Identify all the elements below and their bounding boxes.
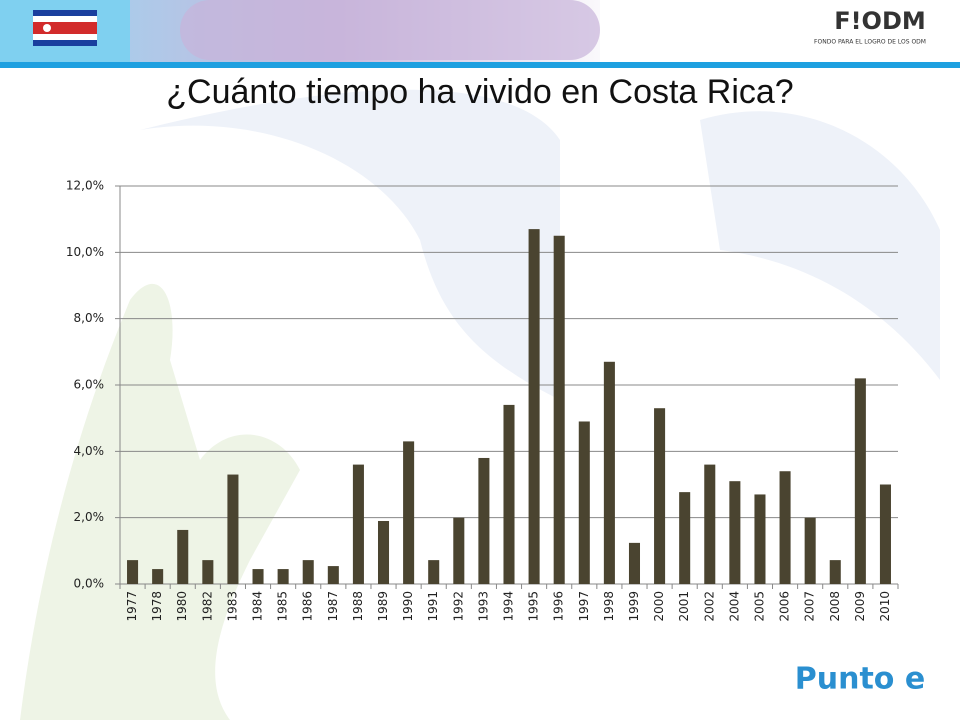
- x-tick-label: 2000: [652, 591, 666, 622]
- bar: [679, 492, 691, 584]
- bar: [729, 481, 741, 584]
- x-tick-label: 1986: [301, 591, 315, 622]
- bar: [202, 560, 214, 584]
- x-tick-label: 2004: [727, 591, 741, 622]
- bar: [127, 560, 139, 584]
- bar: [503, 404, 515, 584]
- y-tick-label: 6,0%: [74, 378, 105, 392]
- flag: [33, 10, 97, 46]
- chart-title: ¿Cuánto tiempo ha vivido en Costa Rica?: [166, 73, 793, 111]
- bar: [804, 517, 816, 584]
- logo: F!ODM: [834, 7, 926, 35]
- x-tick-label: 1980: [175, 591, 189, 622]
- y-tick-label: 8,0%: [74, 311, 105, 325]
- bar: [578, 421, 590, 584]
- logo-subtitle: FONDO PARA EL LOGRO DE LOS ODM: [814, 39, 926, 46]
- x-tick-label: 2005: [752, 591, 766, 622]
- x-tick-label: 2006: [778, 591, 792, 622]
- bar: [302, 560, 314, 584]
- x-tick-label: 1996: [552, 591, 566, 622]
- x-tick-label: 1992: [451, 591, 465, 622]
- bar: [829, 560, 841, 584]
- x-tick-label: 2009: [853, 591, 867, 622]
- x-tick-label: 2002: [702, 591, 716, 622]
- bar: [603, 361, 615, 584]
- x-tick-label: 1999: [627, 591, 641, 622]
- bar: [453, 517, 465, 584]
- x-tick-label: 1995: [527, 591, 541, 622]
- x-tick-label: 1987: [326, 591, 340, 622]
- x-tick-label: 1982: [200, 591, 214, 622]
- bar: [403, 441, 415, 584]
- y-tick-label: 4,0%: [74, 444, 105, 458]
- bar: [152, 569, 164, 584]
- x-tick-label: 1990: [401, 591, 415, 622]
- x-tick-label: 2008: [828, 591, 842, 622]
- bar: [879, 484, 891, 584]
- bar: [227, 474, 239, 584]
- x-tick-label: 1997: [577, 591, 591, 622]
- bar: [428, 560, 440, 584]
- x-tick-label: 1998: [602, 591, 616, 622]
- x-tick-label: 2010: [878, 591, 892, 622]
- x-tick-label: 1988: [351, 591, 365, 622]
- footer-logo: Punto e: [795, 662, 925, 697]
- bar: [553, 235, 565, 584]
- y-tick-label: 2,0%: [74, 510, 105, 524]
- bar: [252, 569, 264, 584]
- bar: [478, 457, 490, 584]
- y-tick-label: 0,0%: [74, 577, 105, 591]
- bar: [327, 566, 339, 584]
- x-tick-label: 1978: [150, 591, 164, 622]
- bar: [854, 378, 866, 584]
- y-tick-label: 10,0%: [66, 245, 104, 259]
- bar: [352, 464, 364, 584]
- bar: [177, 529, 189, 584]
- x-tick-label: 1989: [376, 591, 390, 622]
- x-tick-label: 1994: [502, 591, 516, 622]
- x-tick-label: 2007: [803, 591, 817, 622]
- x-tick-label: 1984: [251, 591, 265, 622]
- bar: [628, 542, 641, 584]
- bar: [704, 464, 716, 584]
- bar: [377, 520, 390, 584]
- bar: [754, 494, 766, 584]
- x-tick-label: 1991: [426, 591, 440, 622]
- bar: [779, 471, 791, 584]
- bar: [277, 569, 289, 584]
- bar: [654, 408, 666, 584]
- x-tick-label: 1985: [276, 591, 290, 622]
- x-tick-label: 1977: [125, 591, 139, 622]
- x-tick-label: 1983: [225, 591, 239, 622]
- y-tick-label: 12,0%: [66, 179, 104, 193]
- x-tick-label: 1993: [476, 591, 490, 622]
- bar: [528, 229, 540, 584]
- x-tick-label: 2001: [677, 591, 691, 622]
